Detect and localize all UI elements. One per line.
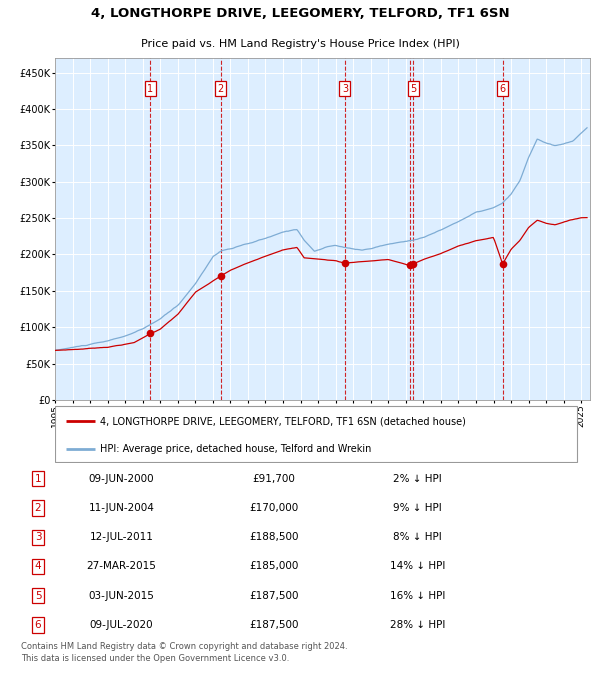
Text: 09-JUN-2000: 09-JUN-2000: [89, 474, 154, 483]
Text: 14% ↓ HPI: 14% ↓ HPI: [390, 562, 445, 571]
Text: £185,000: £185,000: [249, 562, 298, 571]
Text: Price paid vs. HM Land Registry's House Price Index (HPI): Price paid vs. HM Land Registry's House …: [140, 39, 460, 49]
Text: 3: 3: [342, 84, 348, 94]
Text: 2: 2: [217, 84, 224, 94]
Text: 03-JUN-2015: 03-JUN-2015: [88, 591, 154, 600]
Text: Contains HM Land Registry data © Crown copyright and database right 2024.: Contains HM Land Registry data © Crown c…: [21, 642, 347, 651]
Text: £188,500: £188,500: [249, 532, 299, 542]
Text: 6: 6: [35, 620, 41, 630]
Text: 16% ↓ HPI: 16% ↓ HPI: [390, 591, 445, 600]
Text: 28% ↓ HPI: 28% ↓ HPI: [390, 620, 445, 630]
FancyBboxPatch shape: [55, 406, 577, 462]
Text: 11-JUN-2004: 11-JUN-2004: [88, 503, 154, 513]
Text: 27-MAR-2015: 27-MAR-2015: [86, 562, 157, 571]
Text: 3: 3: [35, 532, 41, 542]
Text: £91,700: £91,700: [253, 474, 295, 483]
Text: 09-JUL-2020: 09-JUL-2020: [89, 620, 153, 630]
Text: 4: 4: [35, 562, 41, 571]
Text: This data is licensed under the Open Government Licence v3.0.: This data is licensed under the Open Gov…: [21, 653, 289, 662]
Text: 5: 5: [35, 591, 41, 600]
Text: £170,000: £170,000: [249, 503, 298, 513]
Text: 2% ↓ HPI: 2% ↓ HPI: [393, 474, 442, 483]
Text: £187,500: £187,500: [249, 591, 299, 600]
Text: 4, LONGTHORPE DRIVE, LEEGOMERY, TELFORD, TF1 6SN (detached house): 4, LONGTHORPE DRIVE, LEEGOMERY, TELFORD,…: [100, 416, 466, 426]
Text: 6: 6: [500, 84, 506, 94]
Text: £187,500: £187,500: [249, 620, 299, 630]
Text: 9% ↓ HPI: 9% ↓ HPI: [393, 503, 442, 513]
Text: 2: 2: [35, 503, 41, 513]
Text: 1: 1: [148, 84, 154, 94]
Text: 1: 1: [35, 474, 41, 483]
Text: HPI: Average price, detached house, Telford and Wrekin: HPI: Average price, detached house, Telf…: [100, 443, 371, 454]
Text: 12-JUL-2011: 12-JUL-2011: [89, 532, 154, 542]
Text: 8% ↓ HPI: 8% ↓ HPI: [393, 532, 442, 542]
Text: 5: 5: [410, 84, 416, 94]
Text: 4, LONGTHORPE DRIVE, LEEGOMERY, TELFORD, TF1 6SN: 4, LONGTHORPE DRIVE, LEEGOMERY, TELFORD,…: [91, 7, 509, 20]
